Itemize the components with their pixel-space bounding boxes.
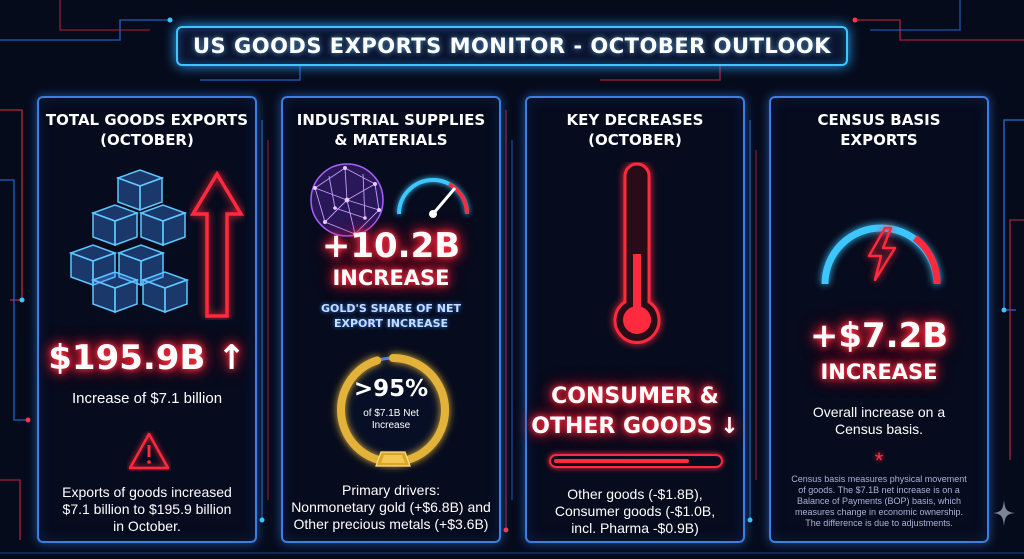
detail-line: Primary drivers: (341, 482, 440, 498)
panel-title-line: (OCTOBER) (100, 131, 194, 149)
industrial-detail: Primary drivers: Nonmonetary gold (+$6.8… (283, 482, 499, 533)
gold-share-caption: GOLD'S SHARE OF NET EXPORT INCREASE (283, 301, 499, 331)
census-increase-value: +$7.2B (809, 316, 949, 356)
decrease-bar-fill (554, 459, 689, 463)
census-footnote: Census basis measures physical movement … (771, 474, 987, 529)
thermometer-icon (613, 162, 661, 344)
lightning-gauge-icon (821, 224, 941, 285)
total-exports-subline: Increase of $7.1 billion (71, 390, 223, 407)
panel-title-line: CENSUS BASIS (817, 111, 941, 129)
speedometer-icon (397, 178, 469, 218)
detail-line: incl. Pharma -$0.9B) (571, 520, 699, 536)
detail-line: Consumer goods (-$1.0B, (554, 503, 716, 519)
caption-line: EXPORT INCREASE (333, 317, 449, 330)
panel-total-goods-exports: TOTAL GOODS EXPORTS (OCTOBER) $195.9B ↑ … (37, 96, 257, 543)
decreases-detail: Other goods (-$1.8B), Consumer goods (-$… (527, 486, 743, 537)
title-banner: US GOODS EXPORTS MONITOR - OCTOBER OUTLO… (176, 26, 848, 66)
gold-share-value: >95% (353, 376, 429, 402)
panel-title-line: KEY DECREASES (566, 111, 704, 129)
sparkle-icon (993, 500, 1015, 526)
subline-line: Overall increase on a (812, 404, 946, 420)
census-increase-label: INCREASE (820, 360, 938, 384)
panel-title: INDUSTRIAL SUPPLIES & MATERIALS (283, 110, 499, 150)
footnote-line: The difference is due to adjustments. (805, 518, 953, 528)
panel-key-decreases: KEY DECREASES (OCTOBER) CONSUMER & OTHER… (525, 96, 745, 543)
gold-bar-icon (375, 451, 411, 467)
panel-title-line: EXPORTS (840, 131, 918, 149)
panel-title: CENSUS BASIS EXPORTS (771, 110, 987, 150)
up-arrow-icon (189, 170, 245, 318)
detail-line: in October. (113, 518, 181, 534)
footnote-line: Census basis measures physical movement (791, 474, 967, 484)
total-exports-value: $195.9B ↑ (48, 338, 246, 378)
detail-line: Exports of goods increased (62, 484, 232, 500)
panel-title: TOTAL GOODS EXPORTS (OCTOBER) (39, 110, 255, 150)
footnote-line: Balance of Payments (BOP) basis, which (796, 496, 962, 506)
footnote-asterisk: * (874, 448, 884, 473)
total-exports-detail: Exports of goods increased $7.1 billion … (39, 484, 255, 535)
industrial-increase-value: +10.2B (321, 226, 461, 266)
footnote-line: of goods. The $7.1B net increase is on a (798, 485, 960, 495)
ring-sub-line: of $7.1B Net (363, 408, 419, 419)
warning-icon (128, 432, 170, 470)
headline-line: OTHER GOODS ↓ (531, 414, 739, 439)
panel-title: KEY DECREASES (OCTOBER) (527, 110, 743, 150)
caption-line: GOLD'S SHARE OF NET (320, 302, 461, 315)
detail-line: Nonmonetary gold (+$6.8B) and (291, 499, 491, 515)
detail-line: Other goods (-$1.8B), (567, 486, 703, 502)
decrease-bar (549, 454, 723, 468)
panel-census-basis: CENSUS BASIS EXPORTS +$7.2B INCREASE Ove… (769, 96, 989, 543)
page-title: US GOODS EXPORTS MONITOR - OCTOBER OUTLO… (193, 34, 831, 58)
ring-sub-line: Increase (371, 420, 411, 431)
cube-stack-icon (68, 169, 190, 314)
panel-industrial-supplies: INDUSTRIAL SUPPLIES & MATERIALS +10.2B I… (281, 96, 501, 543)
detail-line: $7.1 billion to $195.9 billion (62, 501, 232, 517)
footnote-line: measures change in economic ownership. (794, 507, 964, 517)
detail-line: Other precious metals (+$3.6B) (293, 516, 489, 532)
panel-title-line: INDUSTRIAL SUPPLIES (296, 111, 486, 129)
decreases-headline: CONSUMER & OTHER GOODS ↓ (527, 382, 743, 442)
panel-title-line: (OCTOBER) (588, 131, 682, 149)
network-globe-icon (310, 163, 384, 237)
panel-title-line: TOTAL GOODS EXPORTS (45, 111, 249, 129)
industrial-increase-label: INCREASE (332, 266, 450, 290)
gold-share-sub: of $7.1B Net Increase (283, 408, 499, 432)
panel-title-line: & MATERIALS (334, 131, 448, 149)
headline-line: CONSUMER & (551, 384, 719, 409)
census-subline: Overall increase on a Census basis. (771, 404, 987, 438)
subline-line: Census basis. (835, 421, 923, 437)
